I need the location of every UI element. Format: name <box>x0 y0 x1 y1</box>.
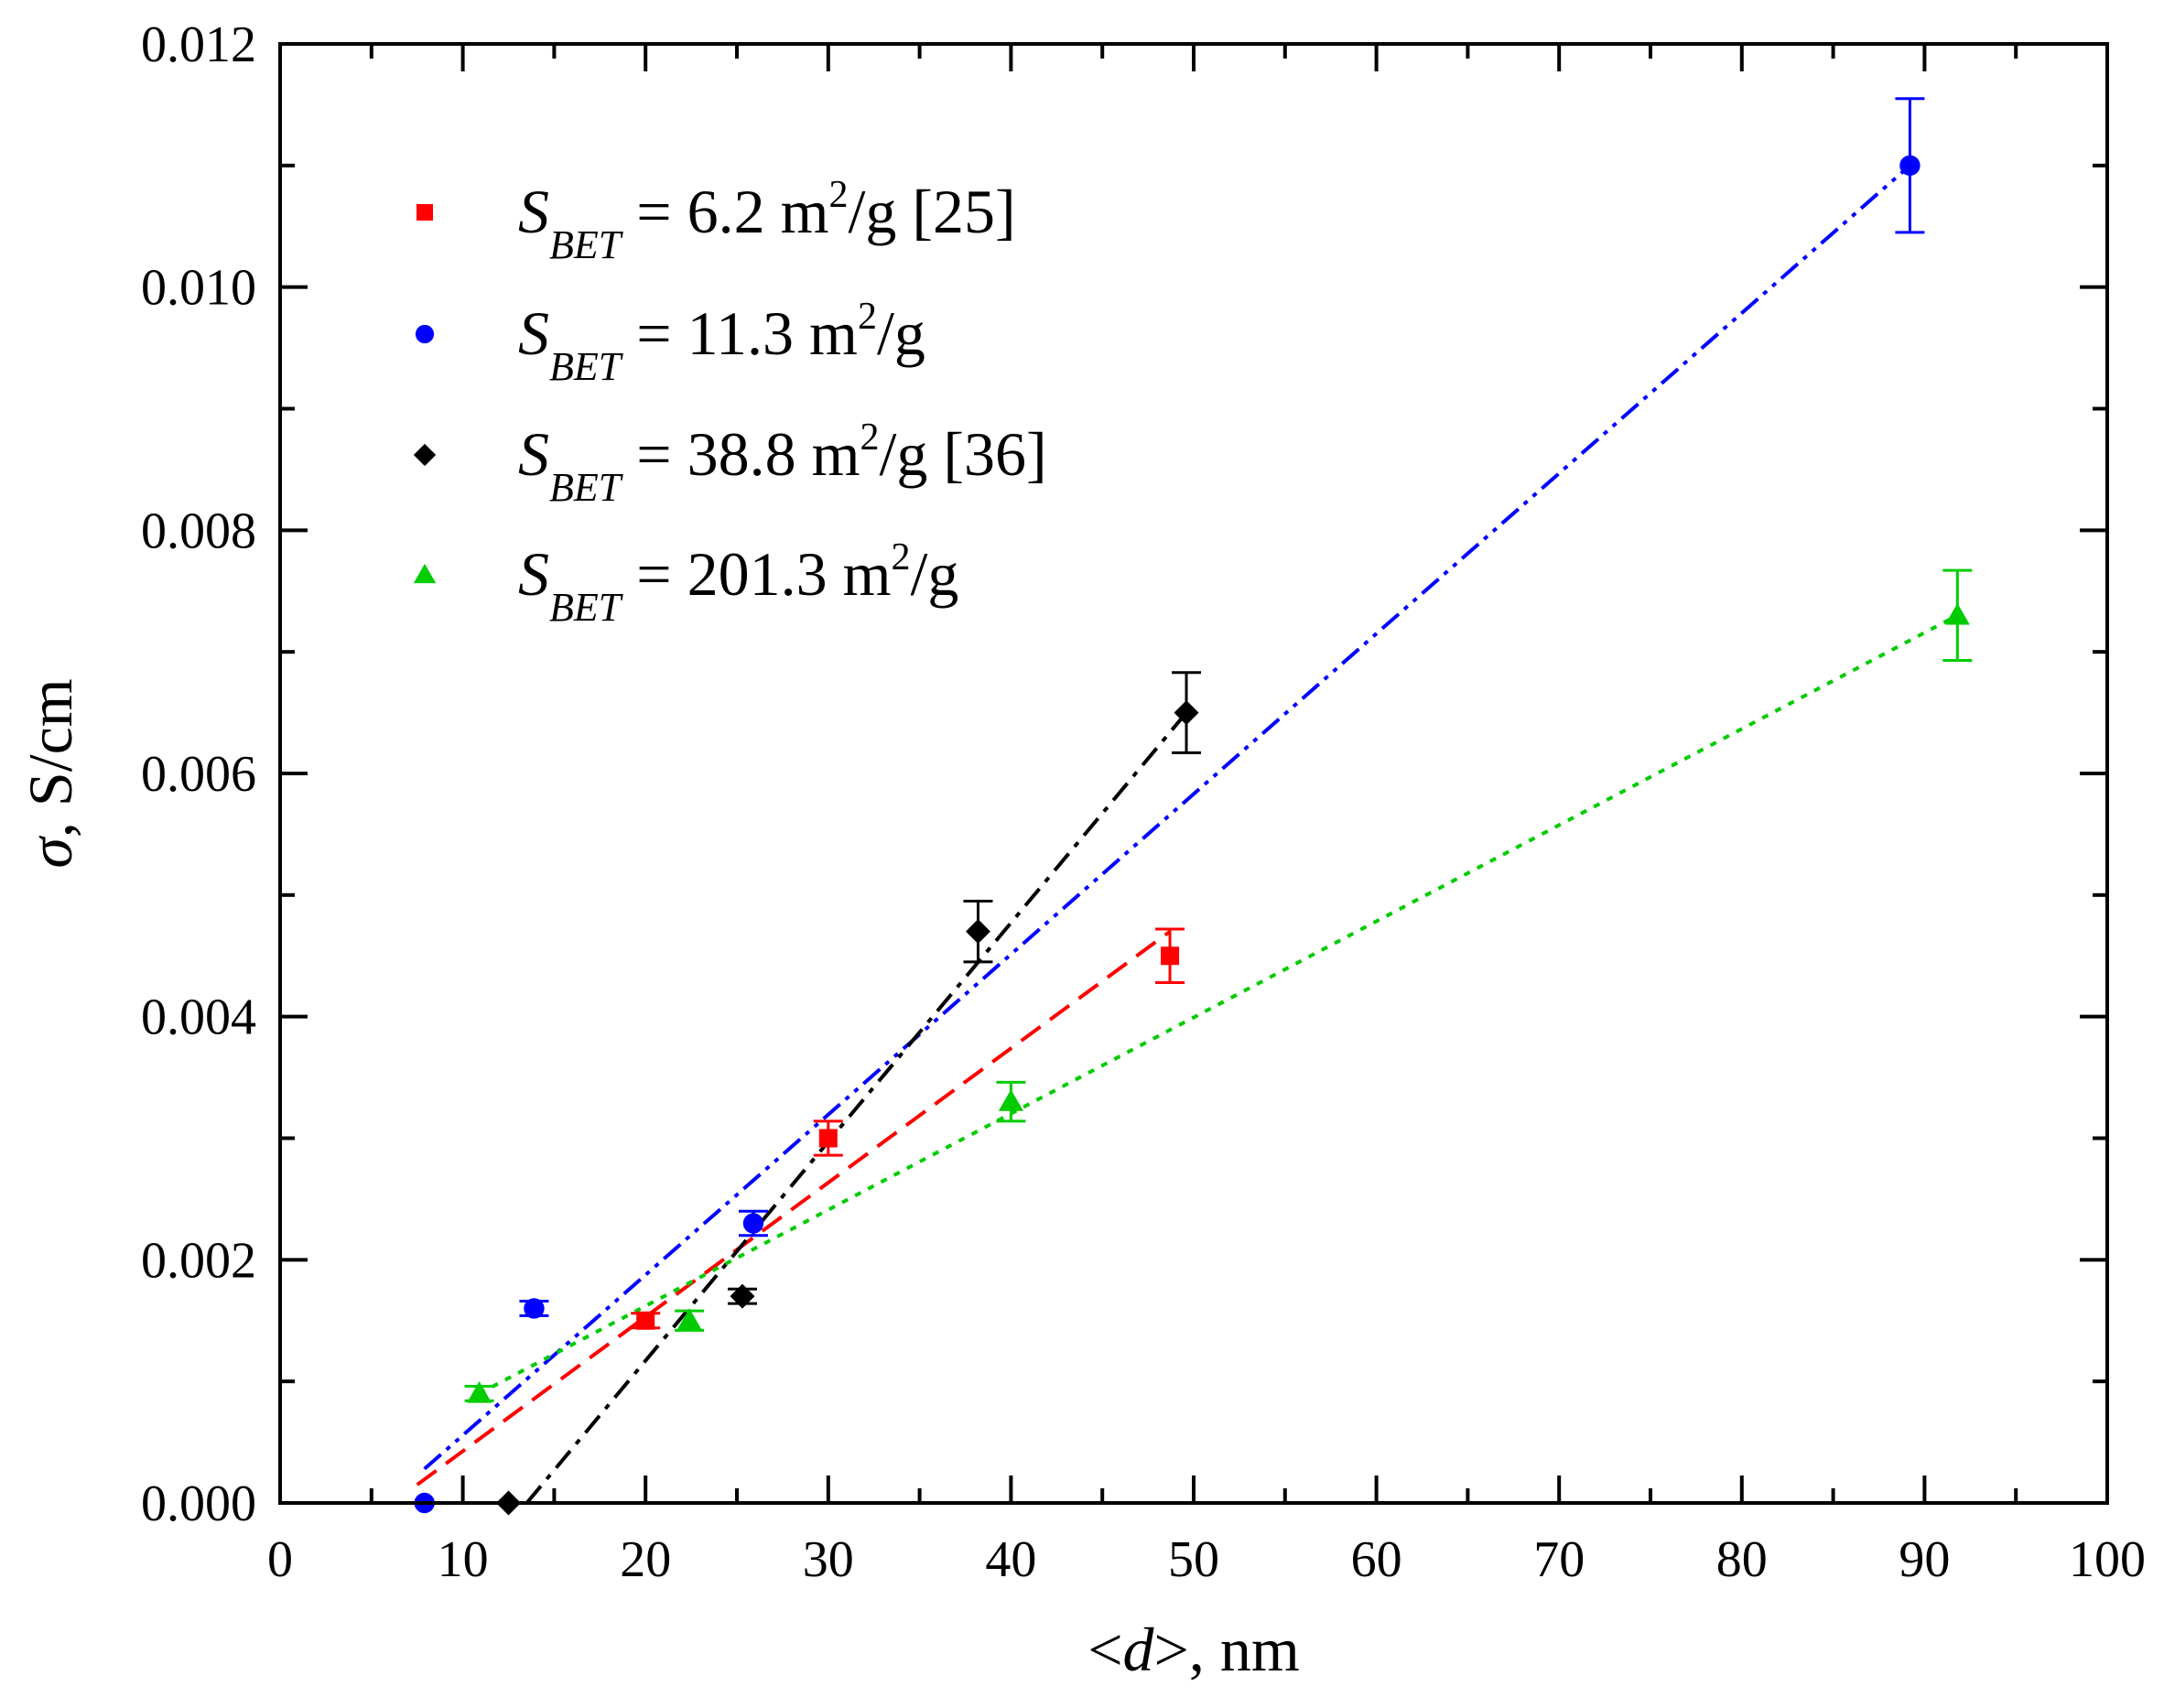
x-axis-title: <d>, nm <box>1087 1615 1300 1684</box>
x-tick-label: 50 <box>1168 1531 1219 1588</box>
y-tick-label: 0.010 <box>141 260 256 317</box>
y-tick-label: 0.002 <box>141 1232 256 1289</box>
legend-var: S <box>518 177 549 246</box>
legend-superscript: 2 <box>828 174 848 216</box>
legend-label: SBET = 11.3 m2/g <box>518 296 925 389</box>
y-tick-label: 0.006 <box>141 746 256 803</box>
axis-ticks <box>278 42 2109 1505</box>
data-point <box>998 1089 1023 1111</box>
legend-text-end: /g [36] <box>879 419 1046 489</box>
fit-line-series-1 <box>416 930 1172 1486</box>
legend-item: SBET = 6.2 m2/g [25] <box>417 174 1016 267</box>
legend-marker <box>413 563 437 584</box>
x-axis-title-prefix: < <box>1087 1615 1122 1684</box>
x-tick-label: 70 <box>1533 1531 1585 1588</box>
legend-item: SBET = 201.3 m2/g <box>413 536 958 630</box>
x-axis-title-var: d <box>1123 1615 1155 1684</box>
fit-lines <box>416 164 1959 1505</box>
data-point <box>730 1283 755 1309</box>
data-point <box>676 1308 702 1330</box>
legend-text-mid: = 6.2 m <box>621 177 828 246</box>
x-axis-title-suffix: >, nm <box>1154 1615 1300 1684</box>
x-tick-label: 30 <box>803 1531 854 1588</box>
data-point <box>1174 700 1199 726</box>
y-axis-title: σ, S/cm <box>16 678 85 868</box>
x-tick-label: 0 <box>267 1531 293 1588</box>
legend-label: SBET = 201.3 m2/g <box>518 536 958 630</box>
legend-text-mid: = 38.8 m <box>621 419 860 489</box>
data-point <box>965 919 990 945</box>
data-point <box>467 1380 492 1403</box>
legend-superscript: 2 <box>860 416 879 459</box>
legend-text-end: /g <box>877 298 925 368</box>
x-tick-label: 80 <box>1716 1531 1768 1588</box>
y-tick-label: 0.004 <box>141 989 256 1046</box>
data-point <box>636 1311 655 1330</box>
fit-line-series-2 <box>423 164 1911 1471</box>
data-point <box>524 1298 545 1319</box>
data-markers <box>414 155 1970 1516</box>
legend-subscript: BET <box>549 465 624 510</box>
y-tick-label: 0.012 <box>141 16 256 73</box>
legend-subscript: BET <box>549 344 624 389</box>
legend-var: S <box>518 419 549 489</box>
legend-text-end: /g [25] <box>848 177 1015 246</box>
legend-marker <box>417 204 433 221</box>
legend-label: SBET = 38.8 m2/g [36] <box>518 416 1047 510</box>
y-tick-label: 0.008 <box>141 503 256 559</box>
y-tick-labels: 0.000 0.002 0.004 0.006 0.008 0.010 0.012 <box>141 16 256 1532</box>
y-tick-label: 0.000 <box>141 1476 256 1532</box>
legend-var: S <box>518 298 549 368</box>
legend-superscript: 2 <box>891 536 910 578</box>
error-bars <box>464 97 1973 1402</box>
legend-item: SBET = 11.3 m2/g <box>415 296 925 389</box>
y-axis-title-unit: , S/cm <box>16 678 85 838</box>
legend-marker <box>413 443 437 467</box>
fit-line-series-4 <box>478 613 1959 1396</box>
x-tick-label: 10 <box>438 1531 489 1588</box>
legend-item: SBET = 38.8 m2/g [36] <box>413 416 1047 510</box>
data-point <box>1944 602 1970 625</box>
x-tick-label: 20 <box>620 1531 671 1588</box>
data-point <box>818 1129 838 1148</box>
x-tick-label: 60 <box>1351 1531 1402 1588</box>
legend-label: SBET = 6.2 m2/g [25] <box>518 174 1016 267</box>
legend-text-mid: = 201.3 m <box>621 539 891 609</box>
data-point <box>742 1213 764 1234</box>
fit-line-series-3 <box>525 711 1188 1505</box>
y-axis-title-var: σ <box>16 836 85 869</box>
x-tick-label: 90 <box>1899 1531 1950 1588</box>
x-tick-label: 100 <box>2069 1531 2146 1588</box>
data-point <box>1899 155 1921 177</box>
legend: SBET = 6.2 m2/g [25]SBET = 11.3 m2/gSBET… <box>413 174 1047 630</box>
legend-var: S <box>518 539 549 609</box>
x-tick-label: 40 <box>985 1531 1036 1588</box>
legend-subscript: BET <box>549 222 624 267</box>
legend-subscript: BET <box>549 585 624 630</box>
data-point <box>1161 946 1180 966</box>
legend-marker <box>415 324 435 344</box>
legend-text-mid: = 11.3 m <box>621 298 858 368</box>
legend-superscript: 2 <box>858 296 877 338</box>
x-tick-labels: 0 10 20 30 40 50 60 70 80 90 100 <box>267 1531 2146 1588</box>
legend-text-end: /g <box>910 539 958 609</box>
